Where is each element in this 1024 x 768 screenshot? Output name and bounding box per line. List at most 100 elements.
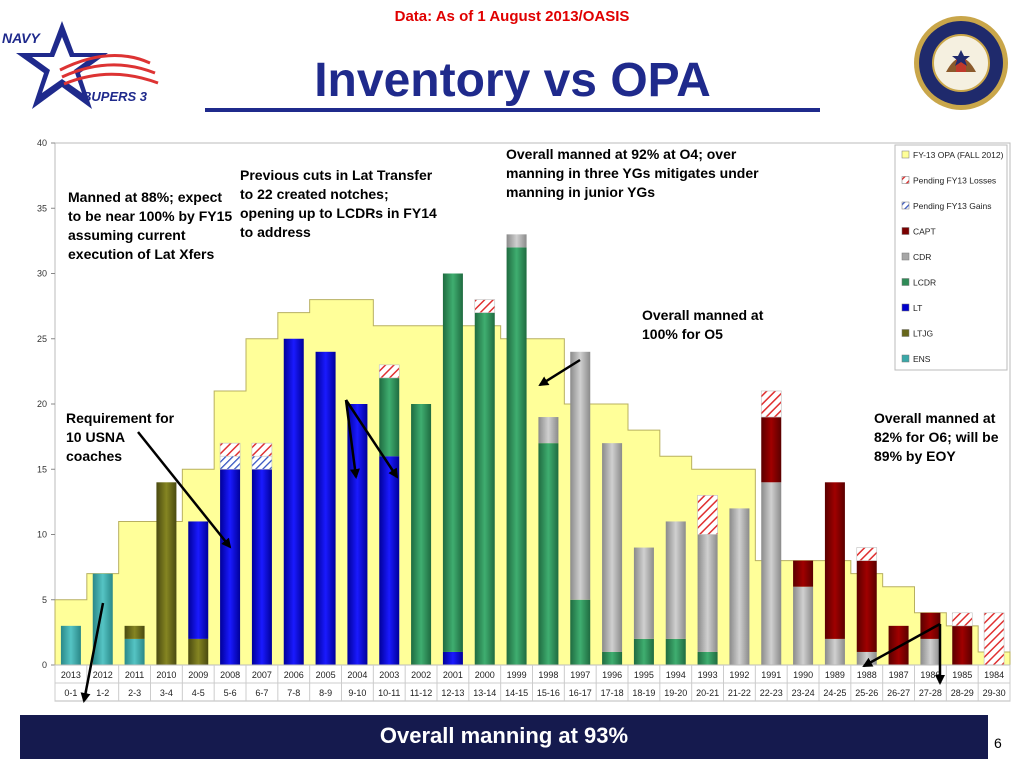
bar-capt-1990 xyxy=(793,560,814,587)
y-tick-label: 40 xyxy=(37,138,47,148)
y-tick-label: 0 xyxy=(42,660,47,670)
bar-cdr-1989 xyxy=(824,638,845,665)
x-tick-label-range: 21-22 xyxy=(728,688,751,698)
legend-swatch-lcdr xyxy=(901,278,910,286)
x-tick-label-year: 1993 xyxy=(698,670,718,680)
bar-lcdr-1999 xyxy=(506,247,527,665)
x-tick-label-range: 10-11 xyxy=(378,688,400,698)
y-tick-label: 5 xyxy=(42,595,47,605)
legend-label-ltjg: LTJG xyxy=(913,329,933,339)
x-tick-label-year: 1995 xyxy=(634,670,654,680)
x-tick-label-year: 1985 xyxy=(952,670,972,680)
bar-ens-2012 xyxy=(92,573,113,665)
y-tick-label: 10 xyxy=(37,530,47,540)
legend-box xyxy=(894,144,1008,371)
legend-swatch-fy-13-opa-fall-2012 xyxy=(901,150,910,159)
bar-pending-fy13-losses-1993 xyxy=(697,495,718,535)
bar-pending-fy13-losses-2003 xyxy=(378,364,400,379)
bar-cdr-1999 xyxy=(506,234,527,248)
legend-label-capt: CAPT xyxy=(913,227,936,237)
bar-pending-fy13-losses-2000 xyxy=(474,299,496,313)
x-tick-label-year: 1996 xyxy=(602,670,622,680)
y-tick-label: 35 xyxy=(37,203,47,213)
bar-lcdr-1995 xyxy=(633,638,654,665)
legend-swatch-pending-fy13-gains xyxy=(901,201,910,210)
x-tick-label-range: 29-30 xyxy=(983,688,1006,698)
x-tick-label-year: 2010 xyxy=(156,670,176,680)
x-tick-label-year: 2002 xyxy=(411,670,431,680)
bar-lcdr-1996 xyxy=(602,651,623,665)
bar-pending-fy13-gains-2008 xyxy=(219,455,241,470)
x-tick-label-year: 2011 xyxy=(125,670,144,680)
x-tick-label-range: 8-9 xyxy=(319,688,332,698)
bar-lt-2006 xyxy=(283,338,304,665)
legend-label-ens: ENS xyxy=(913,354,931,364)
x-tick-label-year: 1997 xyxy=(570,670,590,680)
x-tick-label-range: 20-21 xyxy=(696,688,719,698)
bar-ens-2013 xyxy=(60,625,81,665)
x-tick-label-range: 9-10 xyxy=(348,688,366,698)
bar-pending-fy13-gains-2007 xyxy=(251,455,273,470)
bar-capt-1989 xyxy=(824,482,845,639)
x-tick-label-year: 2012 xyxy=(93,670,113,680)
bar-capt-1988 xyxy=(856,560,877,652)
x-tick-label-range: 18-19 xyxy=(632,688,655,698)
bar-cdr-1986 xyxy=(920,638,941,665)
x-tick-label-range: 25-26 xyxy=(855,688,878,698)
bar-cdr-1993 xyxy=(697,534,718,652)
x-tick-label-range: 23-24 xyxy=(792,688,815,698)
data-date-note: Data: As of 1 August 2013/OASIS xyxy=(394,8,630,25)
annotation-o4-manning: Overall manned at 92% at O4; over mannin… xyxy=(506,146,759,200)
x-tick-label-year: 2013 xyxy=(61,670,81,680)
x-tick-label-year: 2003 xyxy=(379,670,399,680)
x-tick-label-range: 28-29 xyxy=(951,688,974,698)
x-tick-label-range: 26-27 xyxy=(887,688,910,698)
annotation-lat-transfer-cuts: Previous cuts in Lat Transfer to 22 crea… xyxy=(240,167,437,240)
x-tick-label-range: 11-12 xyxy=(410,688,432,698)
x-tick-label-year: 1989 xyxy=(825,670,845,680)
bar-lt-2007 xyxy=(251,469,272,665)
x-tick-label-year: 1991 xyxy=(761,670,781,680)
y-tick-label: 30 xyxy=(37,269,47,279)
legend-swatch-ens xyxy=(901,354,910,363)
navy-bupers-logo: NAVY BUPERS 3 xyxy=(0,15,180,115)
legend-swatch-cdr xyxy=(901,252,910,261)
x-tick-label-year: 1990 xyxy=(793,670,813,680)
x-tick-label-year: 1988 xyxy=(857,670,877,680)
page-title: Inventory vs OPA xyxy=(314,54,711,107)
x-tick-label-range: 13-14 xyxy=(473,688,496,698)
bar-capt-1987 xyxy=(888,625,909,665)
legend-swatch-capt xyxy=(901,227,910,235)
x-tick-label-year: 1999 xyxy=(507,670,527,680)
x-tick-label-range: 2-3 xyxy=(128,688,141,698)
annotation-o6-manning: Overall manned at 82% for O6; will be 89… xyxy=(874,410,999,464)
x-tick-label-year: 2008 xyxy=(220,670,240,680)
bar-lcdr-2001 xyxy=(442,273,463,652)
bar-cdr-1996 xyxy=(602,443,623,652)
x-tick-label-range: 16-17 xyxy=(569,688,592,698)
bar-pending-fy13-losses-1991 xyxy=(760,390,782,418)
x-tick-label-range: 19-20 xyxy=(664,688,687,698)
legend-label-fy-13-opa-fall-2012: FY-13 OPA (FALL 2012) xyxy=(913,150,1004,160)
legend-swatch-ltjg xyxy=(901,329,910,337)
bar-ltjg-2011 xyxy=(124,625,145,639)
legend-label-lcdr: LCDR xyxy=(913,278,936,288)
bar-lt-2008 xyxy=(220,469,241,665)
bar-cdr-1991 xyxy=(761,482,782,665)
bar-lcdr-2003 xyxy=(379,377,400,457)
legend-swatch-lt xyxy=(901,303,910,312)
x-tick-label-year: 2009 xyxy=(188,670,208,680)
x-tick-label-year: 1986 xyxy=(920,670,940,680)
x-tick-label-range: 24-25 xyxy=(823,688,846,698)
bar-cdr-1992 xyxy=(729,508,750,665)
inventory-vs-opa-chart: 0 5 10 15 20 25 30 35 40 2013 0-1 2012 1-2 2011 2-3 20… xyxy=(0,130,1024,710)
legend-label-lt: LT xyxy=(913,303,922,313)
x-tick-label-range: 5-6 xyxy=(224,688,237,698)
footer-bar xyxy=(20,715,988,759)
bar-ens-2011 xyxy=(124,638,145,665)
bar-pending-fy13-losses-1985 xyxy=(951,612,973,627)
annotation-o5-manning: Overall manned at 100% for O5 xyxy=(642,307,764,342)
page-number: 6 xyxy=(994,735,1002,751)
bar-lcdr-1997 xyxy=(570,599,591,665)
x-tick-label-year: 2005 xyxy=(316,670,336,680)
